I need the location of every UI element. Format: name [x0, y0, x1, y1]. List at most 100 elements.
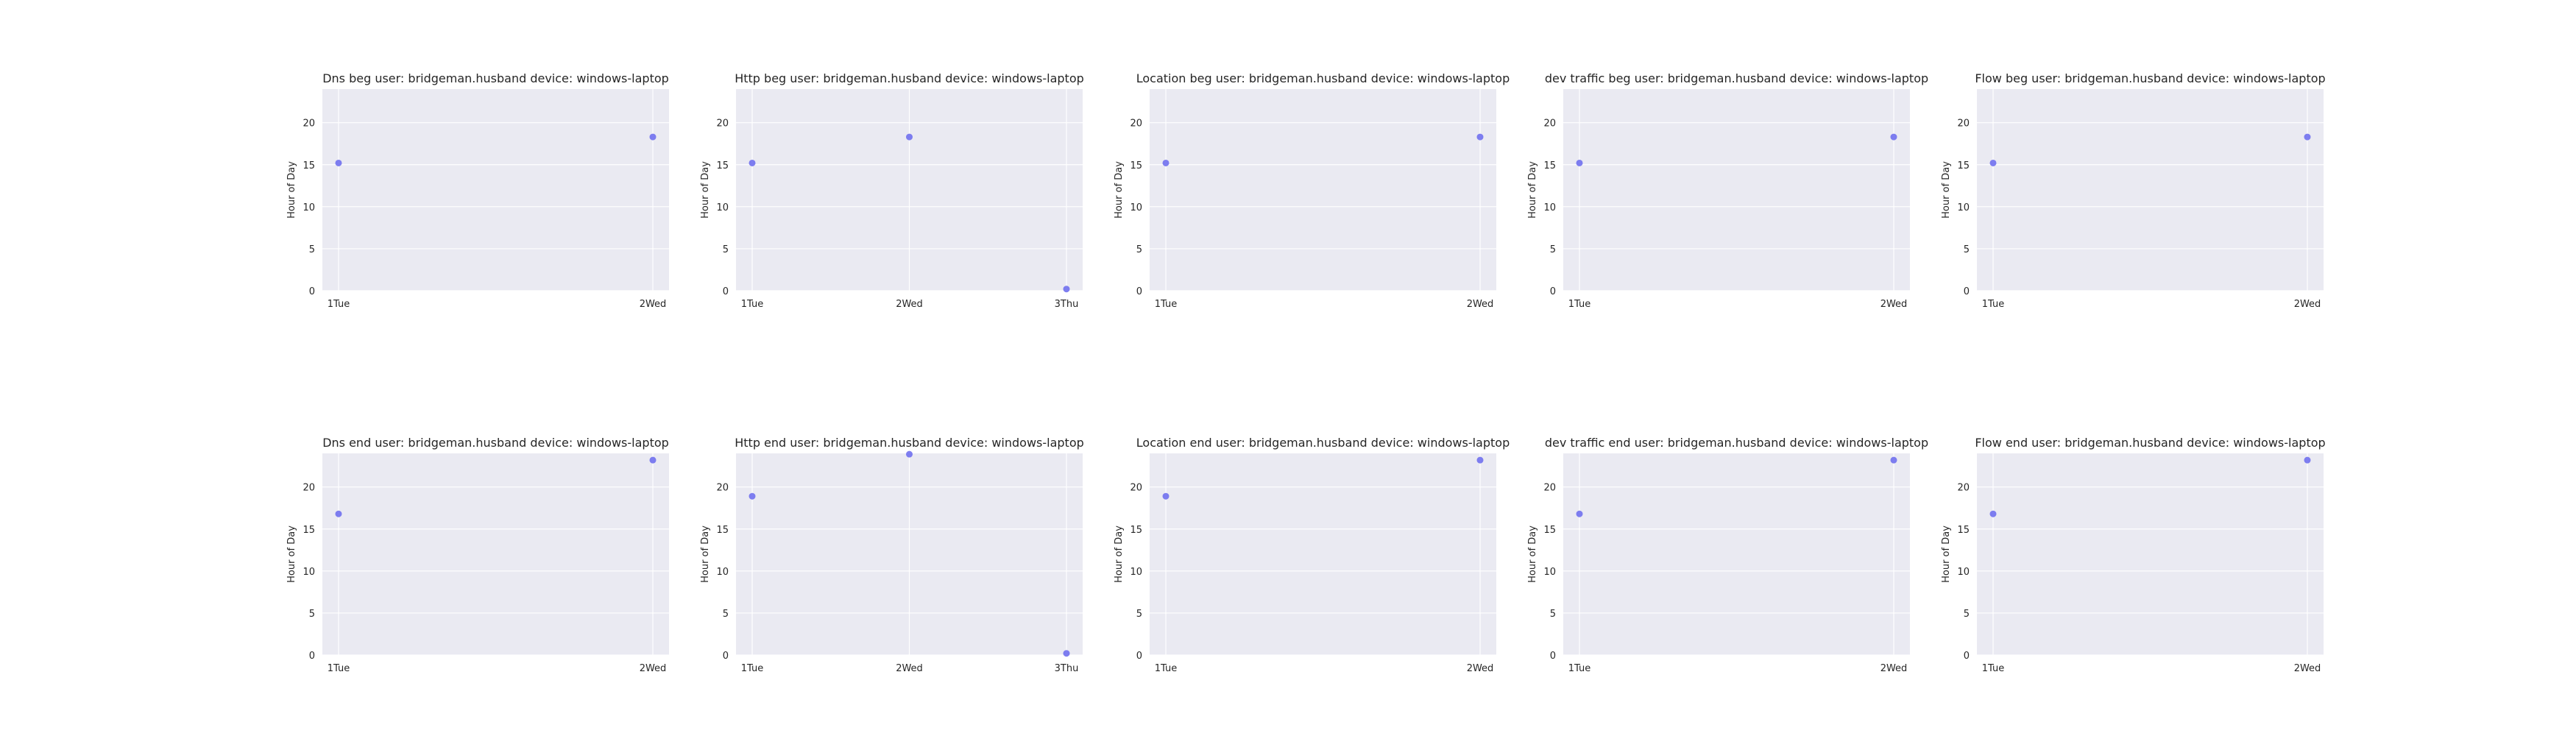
y-tick-label: 0 — [1550, 651, 1556, 662]
x-tick-label: 1Tue — [741, 299, 763, 310]
y-tick-label: 5 — [309, 244, 315, 255]
y-axis-label: Hour of Day — [1527, 161, 1538, 219]
x-tick-label: 1Tue — [1568, 663, 1590, 674]
data-point — [335, 159, 342, 166]
y-axis-label: Hour of Day — [1114, 526, 1125, 583]
y-tick-label: 15 — [1957, 160, 1970, 171]
chart-title: Dns end user: bridgeman.husband device: … — [322, 436, 669, 450]
y-tick-label: 10 — [1543, 202, 1556, 213]
y-tick-label: 0 — [309, 651, 315, 662]
y-tick-label: 15 — [1130, 525, 1142, 536]
data-point — [2304, 456, 2311, 464]
chart-title: Flow beg user: bridgeman.husband device:… — [1975, 71, 2325, 85]
data-point — [906, 133, 913, 141]
x-tick-label: 3Thu — [1055, 663, 1079, 674]
x-tick-label: 2Wed — [1467, 299, 1494, 310]
y-tick-label: 20 — [1543, 118, 1556, 130]
y-tick-label: 15 — [1543, 525, 1556, 536]
y-tick-label: 15 — [716, 525, 729, 536]
chart-title: Location beg user: bridgeman.husband dev… — [1136, 71, 1510, 85]
x-tick-label: 1Tue — [1568, 299, 1590, 310]
y-tick-label: 0 — [723, 651, 729, 662]
y-axis-label: Hour of Day — [1527, 526, 1538, 583]
x-tick-label: 1Tue — [328, 663, 350, 674]
x-tick-label: 1Tue — [1982, 299, 2004, 310]
chart-title: Flow end user: bridgeman.husband device:… — [1975, 436, 2325, 450]
y-tick-label: 0 — [1964, 286, 1970, 297]
y-tick-label: 5 — [1550, 244, 1556, 255]
y-tick-label: 5 — [1136, 244, 1142, 255]
data-point — [749, 492, 756, 500]
data-point — [1476, 133, 1484, 141]
y-tick-label: 0 — [723, 286, 729, 297]
plot-area-9 — [1563, 453, 1910, 655]
data-point — [2304, 133, 2311, 141]
y-tick-label: 5 — [1550, 609, 1556, 620]
y-tick-label: 5 — [309, 609, 315, 620]
chart-title: Http beg user: bridgeman.husband device:… — [735, 71, 1084, 85]
y-tick-label: 5 — [1136, 609, 1142, 620]
x-tick-label: 2Wed — [640, 299, 667, 310]
data-point — [649, 133, 657, 141]
y-tick-label: 20 — [1130, 483, 1142, 494]
data-point — [1576, 159, 1583, 166]
data-point — [649, 456, 657, 464]
x-tick-label: 1Tue — [1982, 663, 2004, 674]
chart-title: Http end user: bridgeman.husband device:… — [735, 436, 1084, 450]
y-tick-label: 15 — [1543, 160, 1556, 171]
x-tick-label: 1Tue — [1155, 663, 1177, 674]
plot-area-6 — [322, 453, 669, 655]
y-tick-label: 20 — [716, 483, 729, 494]
y-axis-label: Hour of Day — [700, 161, 711, 219]
y-tick-label: 0 — [1550, 286, 1556, 297]
data-point — [1890, 133, 1897, 141]
y-tick-label: 10 — [1130, 202, 1142, 213]
chart-title: Dns beg user: bridgeman.husband device: … — [322, 71, 669, 85]
plot-area-1 — [322, 89, 669, 291]
y-tick-label: 20 — [1957, 118, 1970, 130]
x-tick-label: 1Tue — [741, 663, 763, 674]
x-tick-label: 2Wed — [640, 663, 667, 674]
x-tick-label: 2Wed — [2294, 299, 2321, 310]
y-tick-label: 0 — [309, 286, 315, 297]
y-axis-label: Hour of Day — [1114, 161, 1125, 219]
y-tick-label: 10 — [302, 202, 315, 213]
x-tick-label: 2Wed — [1880, 663, 1908, 674]
y-tick-label: 15 — [302, 160, 315, 171]
data-point — [1162, 492, 1170, 500]
y-tick-label: 10 — [1957, 202, 1970, 213]
y-tick-label: 10 — [302, 567, 315, 578]
y-axis-label: Hour of Day — [286, 161, 297, 219]
x-tick-label: 1Tue — [1155, 299, 1177, 310]
data-point — [1989, 510, 1997, 517]
y-tick-label: 15 — [1130, 160, 1142, 171]
y-tick-label: 10 — [1543, 567, 1556, 578]
y-tick-label: 20 — [716, 118, 729, 130]
chart-title: dev traffic end user: bridgeman.husband … — [1545, 436, 1928, 450]
data-point — [749, 159, 756, 166]
y-tick-label: 20 — [302, 483, 315, 494]
data-point — [1890, 456, 1897, 464]
x-tick-label: 3Thu — [1055, 299, 1079, 310]
x-tick-label: 2Wed — [896, 663, 923, 674]
y-tick-label: 10 — [716, 567, 729, 578]
plot-area-4 — [1563, 89, 1910, 291]
y-tick-label: 15 — [716, 160, 729, 171]
y-tick-label: 20 — [302, 118, 315, 130]
y-tick-label: 20 — [1543, 483, 1556, 494]
y-axis-label: Hour of Day — [286, 526, 297, 583]
y-axis-label: Hour of Day — [1941, 161, 1952, 219]
chart-title: Location end user: bridgeman.husband dev… — [1136, 436, 1510, 450]
y-axis-label: Hour of Day — [1941, 526, 1952, 583]
data-point — [1576, 510, 1583, 517]
y-tick-label: 20 — [1130, 118, 1142, 130]
x-tick-label: 2Wed — [896, 299, 923, 310]
x-tick-label: 2Wed — [1880, 299, 1908, 310]
y-tick-label: 15 — [302, 525, 315, 536]
x-tick-label: 1Tue — [328, 299, 350, 310]
x-tick-label: 2Wed — [2294, 663, 2321, 674]
y-tick-label: 10 — [1130, 567, 1142, 578]
y-tick-label: 10 — [1957, 567, 1970, 578]
plot-area-3 — [1150, 89, 1496, 291]
